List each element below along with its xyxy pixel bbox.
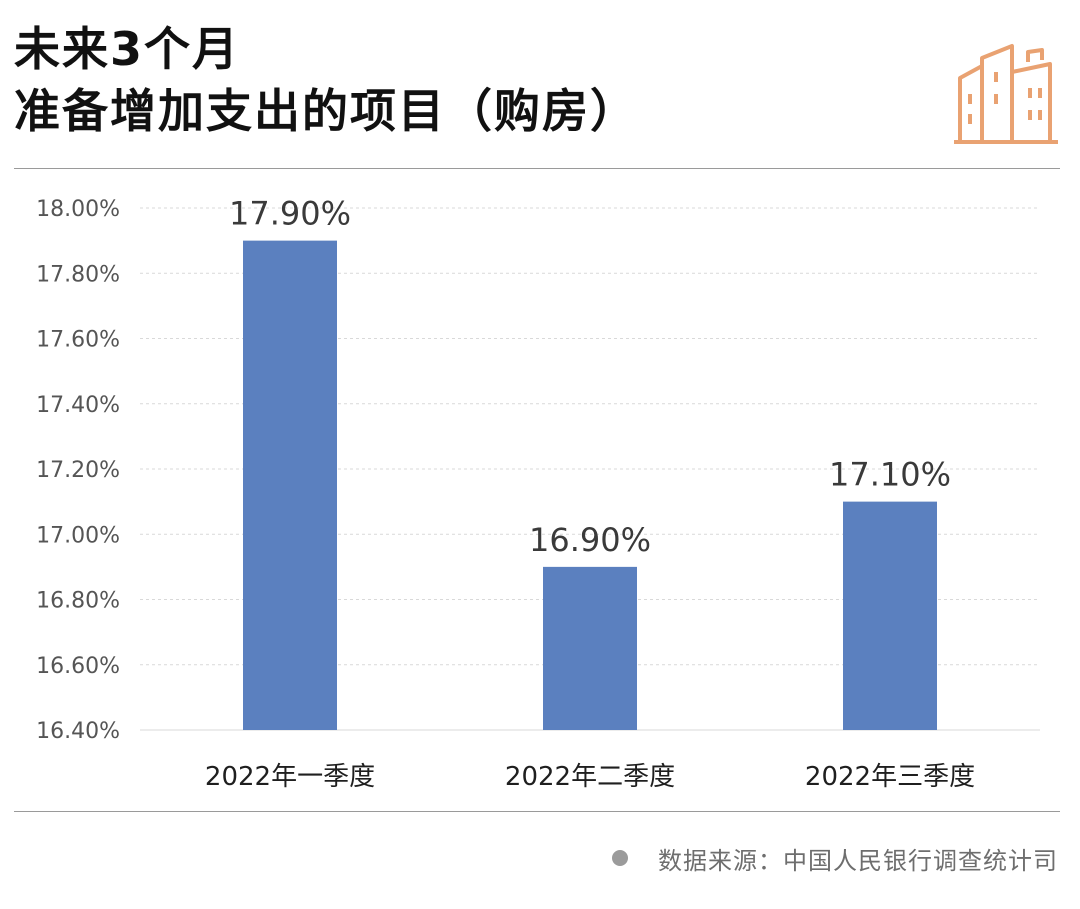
- x-tick-label: 2022年一季度: [205, 762, 375, 792]
- x-tick-label: 2022年二季度: [505, 762, 675, 792]
- y-tick-label: 17.40%: [36, 393, 120, 418]
- y-tick-label: 17.20%: [36, 458, 120, 483]
- header-divider: [14, 168, 1060, 169]
- source-text: 数据来源：中国人民银行调查统计司: [658, 846, 1058, 875]
- chart-title-line-2: 准备增加支出的项目（购房）: [14, 84, 638, 138]
- data-label: 17.90%: [229, 195, 351, 233]
- y-tick-label: 17.80%: [36, 262, 120, 287]
- bar: [243, 240, 337, 730]
- title-block: 未来3个月 准备增加支出的项目（购房）: [14, 18, 834, 142]
- footer-divider: [14, 811, 1060, 812]
- y-tick-label: 16.60%: [36, 654, 120, 679]
- source-note: 数据来源：中国人民银行调查统计司: [612, 838, 1058, 878]
- x-tick-label: 2022年三季度: [805, 762, 975, 792]
- y-tick-label: 16.40%: [36, 719, 120, 744]
- y-tick-label: 17.00%: [36, 523, 120, 548]
- y-tick-label: 17.60%: [36, 328, 120, 353]
- y-tick-label: 16.80%: [36, 589, 120, 614]
- building-icon: [954, 44, 1058, 144]
- bar: [543, 566, 637, 730]
- bar: [843, 501, 937, 730]
- bar-chart: 16.40% 16.60% 16.80% 17.00% 17.20% 17.40% 17.6…: [36, 195, 1040, 792]
- bullet-dot: [612, 850, 628, 866]
- y-tick-label: 18.00%: [36, 197, 120, 222]
- chart-title-line-1: 未来3个月: [14, 22, 241, 76]
- data-label: 16.90%: [529, 521, 651, 559]
- data-label: 17.10%: [829, 456, 951, 494]
